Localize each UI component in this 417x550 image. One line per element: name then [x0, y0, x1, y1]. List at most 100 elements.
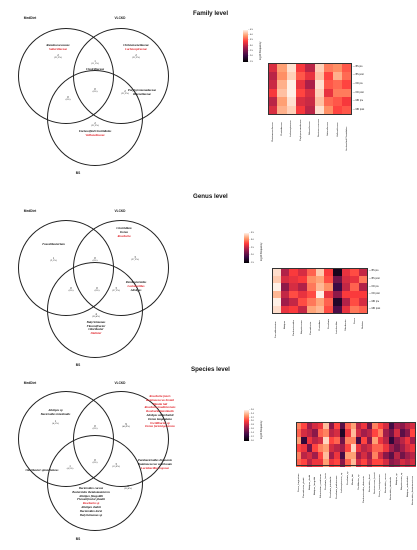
heatmap-cell	[334, 429, 340, 437]
region-count: 2	[57, 52, 59, 57]
heatmap-col-label: Dorea_formicigenerans	[379, 473, 382, 497]
region-item: Roseburia intestinalis	[146, 409, 174, 414]
heatmap-cell	[317, 459, 324, 467]
heatmap-cell	[388, 444, 395, 452]
heatmap-col-label: Alistipes_sp	[395, 473, 398, 486]
heatmap-cell	[298, 283, 307, 291]
heatmap-cell	[323, 106, 334, 115]
colorbar-tick: - 3.0	[248, 44, 253, 47]
region-count: 2	[124, 89, 126, 93]
region-count: 0	[96, 286, 98, 290]
heatmap-cell	[377, 459, 384, 467]
heatmap-cell	[277, 97, 287, 107]
heatmap-cell	[332, 268, 342, 276]
venn-region-right: 3 (27,3%)	[120, 255, 150, 262]
heatmap-cell	[355, 444, 362, 452]
heatmap-cell	[317, 436, 324, 445]
heatmap-col-label: Lachnospiraceae	[290, 120, 293, 138]
heatmap-row-label: — BS post	[352, 74, 364, 77]
heatmap-cell	[372, 422, 378, 430]
heatmap-cell	[341, 298, 351, 307]
heatmap-cell	[280, 275, 290, 284]
region-count: 1	[54, 418, 57, 423]
venn-label-vlckd: VLCKD	[114, 16, 126, 20]
heatmap-col-label: Parabacteroides	[292, 320, 295, 337]
venn-region-right-items: Roseburia faecis Ruminococcus bromii Bla…	[130, 394, 190, 429]
heatmap-cell	[328, 459, 335, 467]
region-count: 3	[115, 462, 117, 466]
heatmap-cell	[372, 444, 378, 452]
region-percent: (9,1%)	[50, 259, 57, 262]
heatmap-cell	[366, 451, 373, 460]
heatmap-cell	[372, 436, 378, 445]
heatmap-cell	[323, 63, 334, 72]
venn-region-bottom: 4 (36,4%) Butyricimonas Flavonifractor O…	[68, 312, 124, 336]
venn-region-right: Christensenellaceae Lachnospiraceae 2 (2…	[107, 43, 165, 59]
heatmap-col-label: Odoribacter	[344, 319, 347, 332]
heatmap-cell	[377, 451, 384, 460]
heatmap-cell	[323, 436, 329, 445]
venn-circle-bottom	[47, 262, 143, 358]
region-percent: (0%)	[92, 427, 98, 431]
region-item: Alistipes onderdonkii	[146, 412, 174, 417]
region-percent: (0%)	[92, 259, 98, 263]
heatmap-col-label: Flavonifractor_plautii	[303, 477, 306, 498]
venn-region-leftright: 0 (0%)	[85, 256, 105, 263]
venn-label-meddiet: MedDiet	[23, 16, 37, 20]
heatmap-frame	[272, 268, 368, 314]
heatmap-cell	[334, 436, 340, 445]
heatmap-cell	[314, 80, 324, 89]
heatmap-cell	[296, 444, 302, 452]
heatmap-cell	[383, 436, 389, 445]
heatmap-cell	[405, 422, 411, 430]
heatmap-cell	[315, 298, 325, 307]
heatmap-cell	[315, 290, 325, 299]
heatmap-col-label: Unclassified Clostridiales	[346, 126, 349, 152]
heatmap-cell	[272, 268, 281, 276]
heatmap-cell	[410, 422, 417, 430]
heatmap-cell	[298, 275, 307, 284]
heatmap-cell	[394, 436, 400, 445]
heatmap-cell	[323, 97, 334, 107]
region-count: 3	[134, 255, 136, 259]
heatmap-cell	[323, 422, 329, 430]
heatmap-col-label: Dorea_longicatena	[297, 473, 300, 492]
heatmap-row-label: — BS pre	[368, 270, 379, 273]
venn-region-rightbottom: 3 (13,6%)	[106, 462, 126, 469]
heatmap-cell	[342, 88, 352, 98]
region-item: Roseburia faecis	[149, 394, 171, 398]
heatmap-col-label: Flavonifractor	[310, 321, 313, 336]
venn-region-rightbottom-items: Porphyromonadaceae Rikenellaceae	[118, 88, 166, 97]
heatmap-cell	[345, 459, 351, 467]
region-item: Dorea longicatena	[148, 416, 172, 421]
venn-genus: MedDiet VLCKD BS Faecalibacterium 1 (9,1…	[0, 205, 180, 375]
venn-region-rightbottom-items: Parabacteroides Lactobacillus Alistipes	[114, 280, 158, 292]
heatmap-row-label: — MD post	[368, 308, 381, 311]
heatmap-cell	[324, 275, 334, 284]
heatmap-col-label: Faecalibacterium	[275, 320, 278, 338]
heatmap-cell	[342, 97, 352, 107]
region-percent: (0%)	[68, 289, 74, 293]
heatmap-cell	[333, 106, 343, 115]
heatmap-row-label: — KD post	[352, 91, 364, 94]
heatmap-cell	[361, 459, 368, 467]
region-item: Blautia luti	[152, 401, 168, 406]
colorbar-tick: - 3.5	[248, 39, 253, 42]
venn-region-rightbottom-items: Parabacteroides distasonis Ruminococcus …	[122, 458, 188, 470]
heatmap-cell	[277, 71, 287, 81]
heatmap-cell	[306, 275, 316, 284]
venn-region-leftbottom: 1 (4,5%)	[60, 464, 80, 471]
heatmap-cell	[332, 290, 342, 299]
heatmap-cell	[312, 451, 318, 460]
region-count: 1	[94, 59, 96, 63]
venn-circle-bottom	[47, 435, 143, 531]
heatmap-cell	[289, 283, 299, 291]
heatmap-col-label: Butyricimonas_sp	[401, 473, 404, 491]
heatmap-cell	[332, 283, 342, 291]
heatmap-cell	[314, 97, 324, 107]
section-title-species: Species level	[191, 366, 230, 373]
colorbar-tick: - 1.4	[249, 432, 254, 435]
heatmap-cell	[383, 444, 389, 452]
heatmap-cell	[372, 451, 378, 460]
heatmap-cell	[315, 268, 325, 276]
